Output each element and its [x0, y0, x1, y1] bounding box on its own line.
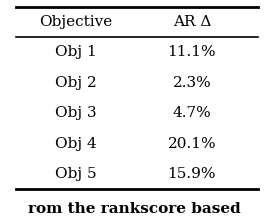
- Text: Obj 1: Obj 1: [55, 45, 97, 59]
- Text: Obj 5: Obj 5: [55, 167, 97, 181]
- Text: rom the rankscore based: rom the rankscore based: [28, 202, 240, 216]
- Text: Obj 3: Obj 3: [55, 106, 97, 120]
- Text: Objective: Objective: [39, 15, 113, 29]
- Text: 15.9%: 15.9%: [168, 167, 216, 181]
- Text: 2.3%: 2.3%: [173, 76, 211, 90]
- Text: Obj 4: Obj 4: [55, 137, 97, 151]
- Text: 20.1%: 20.1%: [168, 137, 216, 151]
- Text: 4.7%: 4.7%: [173, 106, 211, 120]
- Text: AR Δ: AR Δ: [173, 15, 211, 29]
- Text: 11.1%: 11.1%: [168, 45, 216, 59]
- Text: Obj 2: Obj 2: [55, 76, 97, 90]
